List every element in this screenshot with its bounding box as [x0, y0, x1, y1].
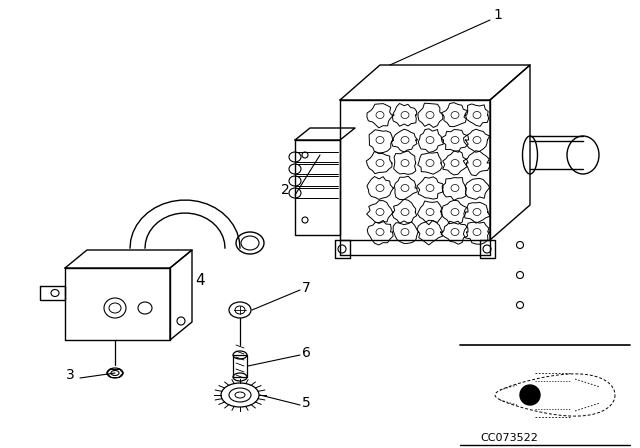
- Text: 4: 4: [195, 272, 205, 288]
- Text: 7: 7: [302, 281, 311, 295]
- Circle shape: [520, 385, 540, 405]
- Text: 3: 3: [67, 368, 75, 382]
- Text: 5: 5: [302, 396, 311, 410]
- Text: CC073522: CC073522: [480, 433, 538, 443]
- Text: 6: 6: [302, 346, 311, 360]
- Text: 1: 1: [493, 8, 502, 22]
- Text: 2: 2: [281, 183, 290, 197]
